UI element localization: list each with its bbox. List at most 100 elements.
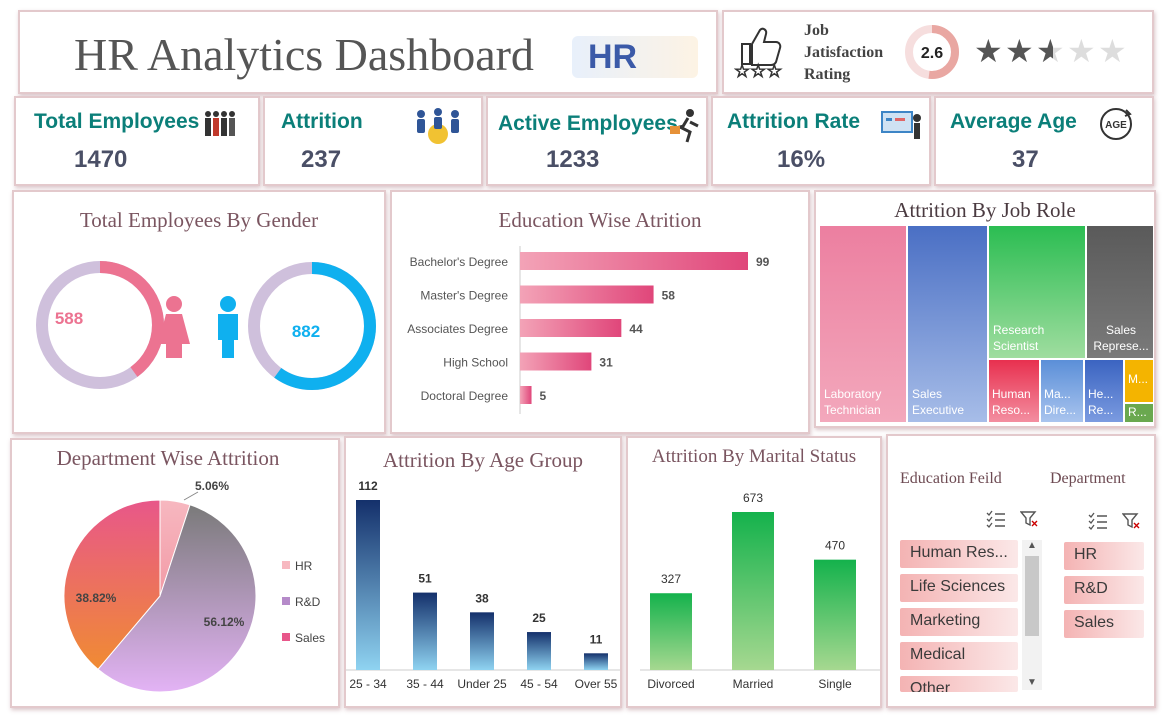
tick-label: Married (733, 677, 774, 691)
treemap-cell-healthcare-representative: He... Re... (1085, 360, 1123, 422)
bar (520, 386, 532, 404)
slicer-item-education[interactable]: Marketing (900, 608, 1018, 636)
slicer-item-department[interactable]: Sales (1064, 610, 1144, 638)
kpi-value: 37 (1012, 146, 1039, 173)
treemap-cell-manager: M... (1125, 360, 1153, 402)
bar (520, 319, 622, 337)
multi-select-icon[interactable] (1088, 512, 1108, 530)
tick-label: Doctoral Degree (421, 389, 509, 403)
leader-line (183, 491, 199, 501)
treemap-cell-manufacturing-director: Ma... Dire... (1041, 360, 1083, 422)
treemap-cell-sales-representative: Sales Represe... (1087, 226, 1153, 358)
page-title: HR Analytics Dashboard (74, 29, 534, 80)
star-icon: ★ (1067, 33, 1096, 69)
education-field-slicer-title: Education Feild (900, 470, 1002, 487)
data-label: 44 (629, 322, 643, 336)
bar (527, 632, 551, 670)
tick-label: High School (443, 356, 508, 370)
multi-select-icon[interactable] (986, 510, 1006, 528)
job-role-treemap-panel: Attrition By Job Role Laboratory Technic… (814, 190, 1156, 428)
bar (732, 512, 774, 670)
treemap-cell-research-director: R... (1125, 404, 1153, 422)
kpi-active-employees: Active Employees 1233 (486, 96, 708, 186)
legend-label: R&D (295, 595, 321, 609)
data-label: 5.06% (195, 479, 229, 493)
male-donut-arc (248, 262, 376, 390)
bar (413, 592, 437, 670)
legend-label: Sales (295, 631, 325, 645)
slicer-item-department[interactable]: HR (1064, 542, 1144, 570)
tick-label: Associates Degree (407, 322, 508, 336)
data-label: 327 (661, 572, 681, 586)
scrollbar-thumb[interactable] (1025, 556, 1039, 636)
bar (650, 593, 692, 670)
legend-label: HR (295, 559, 313, 573)
chart-title: Attrition By Marital Status (651, 446, 857, 467)
scroll-up-icon[interactable]: ▲ (1027, 540, 1037, 551)
chart-title: Total Employees By Gender (79, 208, 319, 232)
education-chart-panel: Education Wise Atrition Bachelor's Degre… (390, 190, 810, 434)
clear-filter-icon[interactable] (1122, 512, 1140, 530)
data-label: 58 (662, 289, 676, 303)
treemap-cell-laboratory-technician: Laboratory Technician (820, 226, 906, 422)
scroll-down-icon[interactable]: ▼ (1027, 677, 1037, 688)
thumbs-up-icon (741, 27, 782, 66)
bar (356, 500, 380, 670)
kpi-total-employees: Total Employees 1470 (14, 96, 260, 186)
bar (520, 252, 748, 270)
bar (584, 653, 608, 670)
chart-title: Department Wise Attrition (56, 446, 280, 470)
age-group-bar-chart: 112 25 - 34 51 35 - 44 38 Under 25 25 45 - 54 11… (346, 479, 620, 691)
rating-label: Job Jatisfaction Rating (804, 22, 884, 83)
female-donut-arc (36, 261, 164, 389)
clear-filter-icon[interactable] (1020, 510, 1038, 528)
slicer-item-education[interactable]: Other (900, 676, 1018, 692)
chart-title: Education Wise Atrition (498, 208, 702, 232)
data-label: 112 (358, 479, 378, 493)
kpi-label: Average Age (950, 110, 1077, 133)
male-donut-value-label: 882 (292, 322, 320, 341)
three-stars-icon: ☆☆☆ (734, 62, 783, 82)
star-icon: ★ (974, 33, 1003, 69)
kpi-value: 1470 (74, 146, 128, 173)
tick-label: Divorced (647, 677, 694, 691)
data-label: 51 (418, 572, 432, 586)
svg-text:AGE: AGE (1105, 120, 1127, 131)
team-leaving-icon (417, 108, 459, 144)
job-satisfaction-panel: ☆☆☆ Job Jatisfaction Rating 2.6 ★ ★ ★ ★ ★ (722, 10, 1154, 94)
department-slicer-title: Department (1050, 470, 1126, 487)
tick-label: 35 - 44 (406, 677, 444, 691)
education-slicer-scrollbar[interactable]: ▲ ▼ (1022, 540, 1042, 690)
marital-status-bar-chart: 327 Divorced 673 Married 470 Single (640, 491, 880, 691)
people-group-icon (205, 111, 235, 136)
gender-chart-panel: Total Employees By Gender 588 882 (12, 190, 386, 434)
slicer-item-education[interactable]: Human Res... (900, 540, 1018, 568)
treemap-cell-research-scientist: Research Scientist (989, 226, 1085, 358)
female-figure-icon (158, 296, 190, 358)
data-label: 470 (825, 539, 845, 553)
department-pie-chart: 5.06% 56.12% 38.82% HR R&D Sales (63, 479, 325, 693)
male-figure-icon (218, 296, 238, 358)
data-label: 673 (743, 491, 763, 505)
tick-label: 25 - 34 (349, 677, 387, 691)
tick-label: Single (818, 677, 852, 691)
bar (814, 559, 856, 670)
kpi-label: Active Employees (498, 112, 678, 135)
bar (520, 352, 592, 371)
kpi-attrition: Attrition 237 (263, 96, 483, 186)
chart-title: Attrition By Job Role (894, 198, 1076, 222)
slicer-item-department[interactable]: R&D (1064, 576, 1144, 604)
data-label: 11 (590, 632, 603, 646)
slicer-item-education[interactable]: Life Sciences (900, 574, 1018, 602)
slicer-item-education[interactable]: Medical (900, 642, 1018, 670)
kpi-attrition-rate: Attrition Rate 16% (711, 96, 931, 186)
bar (470, 612, 494, 670)
slicers-panel: Education Feild Department Human Res... … (886, 434, 1156, 708)
tick-label: 45 - 54 (520, 677, 558, 691)
data-label: 31 (599, 356, 613, 370)
kpi-label: Attrition (281, 110, 363, 133)
kpi-value: 237 (301, 146, 342, 173)
gender-donut-chart: 588 882 (36, 261, 376, 390)
runner-with-briefcase-icon (670, 109, 699, 143)
data-label: 38 (475, 591, 489, 605)
